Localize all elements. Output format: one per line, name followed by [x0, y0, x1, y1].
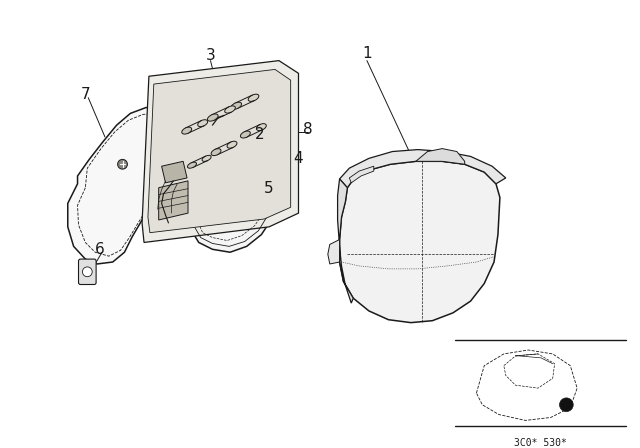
Ellipse shape: [248, 94, 259, 101]
FancyBboxPatch shape: [79, 259, 96, 284]
Ellipse shape: [225, 106, 236, 113]
Ellipse shape: [202, 155, 211, 161]
Ellipse shape: [257, 124, 266, 130]
Text: 3C0* 530*: 3C0* 530*: [513, 438, 566, 448]
Ellipse shape: [198, 120, 207, 127]
Polygon shape: [337, 179, 353, 303]
Ellipse shape: [182, 127, 191, 134]
Polygon shape: [142, 60, 298, 242]
Polygon shape: [189, 112, 281, 252]
Ellipse shape: [241, 131, 250, 138]
Polygon shape: [416, 149, 465, 164]
Polygon shape: [162, 161, 187, 183]
Polygon shape: [68, 108, 191, 264]
Polygon shape: [328, 240, 340, 264]
Polygon shape: [340, 150, 506, 188]
Text: 6: 6: [95, 242, 105, 257]
Polygon shape: [159, 181, 188, 220]
Polygon shape: [148, 69, 291, 233]
Circle shape: [118, 159, 127, 169]
Ellipse shape: [227, 141, 237, 148]
Text: 8: 8: [303, 121, 313, 137]
Text: 1: 1: [362, 46, 372, 61]
Polygon shape: [340, 161, 500, 323]
Circle shape: [83, 267, 92, 277]
Ellipse shape: [207, 114, 218, 121]
Polygon shape: [349, 166, 374, 183]
Text: 3: 3: [205, 48, 216, 63]
Text: 7: 7: [81, 87, 90, 102]
Circle shape: [559, 398, 573, 412]
Text: 5: 5: [264, 181, 274, 196]
Ellipse shape: [231, 102, 241, 109]
Text: 4: 4: [294, 151, 303, 166]
Text: 2: 2: [255, 127, 264, 142]
Ellipse shape: [188, 162, 196, 168]
Ellipse shape: [211, 149, 221, 155]
